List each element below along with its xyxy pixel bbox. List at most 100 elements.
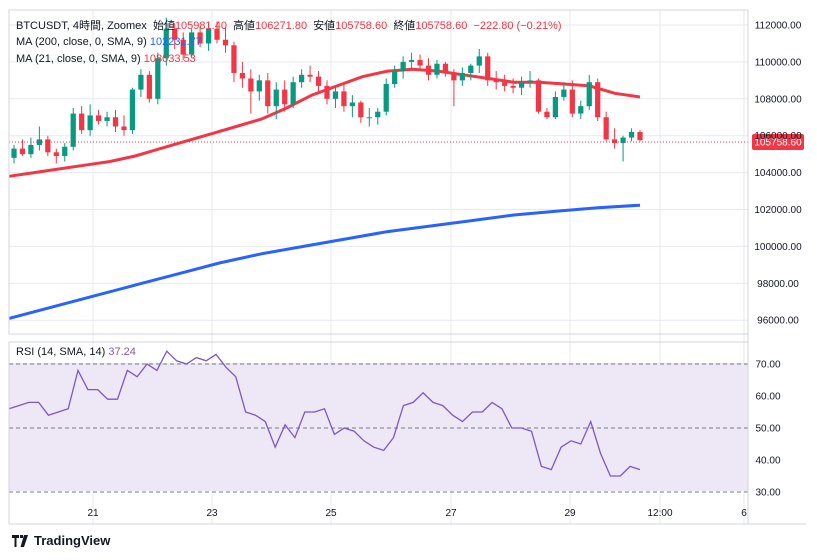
time-axis-tick: 21 bbox=[87, 508, 99, 519]
candle-body bbox=[349, 102, 356, 107]
candle bbox=[79, 106, 85, 134]
candle bbox=[11, 144, 17, 164]
time-axis-tick: 25 bbox=[325, 508, 337, 519]
ma21-layer bbox=[8, 67, 641, 178]
rsi-axis-tick: 30.00 bbox=[755, 488, 780, 499]
candle bbox=[603, 111, 609, 142]
candle bbox=[189, 28, 195, 59]
candle bbox=[586, 74, 592, 110]
rsi-axis-tick: 70.00 bbox=[755, 360, 780, 371]
candle bbox=[155, 52, 161, 105]
candle bbox=[248, 69, 254, 114]
low-label: 安値 bbox=[313, 20, 336, 32]
candle-body bbox=[366, 117, 372, 119]
candle-body bbox=[578, 106, 584, 114]
candle bbox=[239, 61, 246, 88]
price-axis-tick: 102000.00 bbox=[754, 205, 802, 216]
ma200-line bbox=[8, 203, 641, 320]
candle bbox=[442, 61, 449, 77]
candle bbox=[112, 109, 119, 133]
candle-body bbox=[552, 96, 559, 118]
time-axis-tick: 27 bbox=[445, 508, 457, 519]
candle-body bbox=[189, 32, 195, 55]
candle bbox=[544, 108, 550, 120]
candle bbox=[45, 135, 51, 156]
candle-body bbox=[400, 61, 406, 72]
ma21-line bbox=[8, 67, 641, 178]
time-axis-tick: 6 bbox=[741, 508, 747, 519]
rsi-legend-label: RSI (14, SMA, 14) bbox=[16, 346, 106, 358]
high-value: 106271.80 bbox=[255, 20, 308, 32]
candle-body bbox=[231, 45, 237, 73]
candle-body bbox=[146, 74, 152, 99]
candle-body bbox=[290, 82, 296, 105]
candle-body bbox=[502, 82, 508, 86]
candle-body bbox=[535, 80, 542, 112]
candle-body bbox=[79, 113, 85, 131]
candles-layer bbox=[11, 17, 643, 164]
candle bbox=[502, 74, 508, 92]
candle-body bbox=[510, 85, 516, 88]
candle bbox=[637, 130, 643, 142]
candle bbox=[104, 111, 110, 127]
candle bbox=[358, 100, 364, 123]
high-label: 高値 bbox=[233, 20, 256, 32]
candle-body bbox=[95, 115, 102, 121]
candle-body bbox=[45, 139, 51, 153]
ma200-legend[interactable]: MA (200, close, 0, SMA, 9) 102231.77 bbox=[16, 36, 202, 48]
candle bbox=[341, 82, 347, 112]
candle bbox=[129, 87, 136, 134]
ma200-legend-label: MA (200, close, 0, SMA, 9) bbox=[16, 36, 147, 48]
candle-body bbox=[493, 80, 499, 83]
candle-body bbox=[298, 74, 305, 83]
candle bbox=[53, 148, 59, 164]
candle bbox=[476, 48, 482, 73]
rsi-legend[interactable]: RSI (14, SMA, 14) 37.24 bbox=[16, 346, 136, 358]
candle bbox=[95, 109, 102, 125]
candle-body bbox=[282, 89, 288, 105]
candle bbox=[468, 63, 474, 81]
low-value: 105758.60 bbox=[335, 20, 388, 32]
candle bbox=[366, 108, 372, 127]
candle bbox=[383, 78, 389, 116]
time-axis-tick: 29 bbox=[564, 508, 576, 519]
candle bbox=[214, 21, 220, 44]
candle-body bbox=[256, 80, 262, 92]
candle bbox=[485, 52, 491, 86]
candle-body bbox=[163, 28, 169, 59]
candle bbox=[231, 41, 237, 83]
candle-body bbox=[28, 144, 34, 155]
ma200-layer bbox=[8, 203, 641, 320]
candle-body bbox=[172, 28, 178, 40]
candle bbox=[273, 82, 279, 120]
rsi-axis-tick: 40.00 bbox=[755, 456, 780, 467]
candle-body bbox=[408, 60, 415, 62]
tradingview-logo[interactable]: TradingView bbox=[12, 533, 110, 548]
candle-body bbox=[53, 152, 59, 156]
candle-body bbox=[104, 117, 110, 121]
open-value: 105981.40 bbox=[174, 20, 227, 32]
candle-body bbox=[205, 28, 212, 44]
candle-body bbox=[341, 91, 347, 107]
candle-body bbox=[392, 71, 398, 85]
candle bbox=[282, 80, 288, 112]
candle bbox=[256, 74, 262, 101]
candle bbox=[332, 85, 339, 109]
candle-body bbox=[180, 39, 186, 55]
price-axis-tick: 108000.00 bbox=[754, 94, 802, 105]
candle-body bbox=[383, 84, 389, 112]
ma21-legend-value: 108033.53 bbox=[143, 53, 196, 65]
ma21-legend[interactable]: MA (21, close, 0, SMA, 9) 108033.53 bbox=[16, 53, 196, 65]
candle bbox=[205, 23, 212, 51]
candle bbox=[349, 95, 356, 118]
candle bbox=[28, 137, 34, 158]
candle bbox=[87, 104, 93, 136]
candle-body bbox=[611, 139, 618, 144]
candle-body bbox=[637, 132, 643, 141]
price-axis-tick: 100000.00 bbox=[754, 242, 802, 253]
candle-body bbox=[129, 89, 136, 131]
candle bbox=[400, 56, 406, 79]
rsi-axis-tick: 60.00 bbox=[755, 392, 780, 403]
symbol-label[interactable]: BTCUSDT, 4時間, Zoomex bbox=[16, 20, 147, 32]
